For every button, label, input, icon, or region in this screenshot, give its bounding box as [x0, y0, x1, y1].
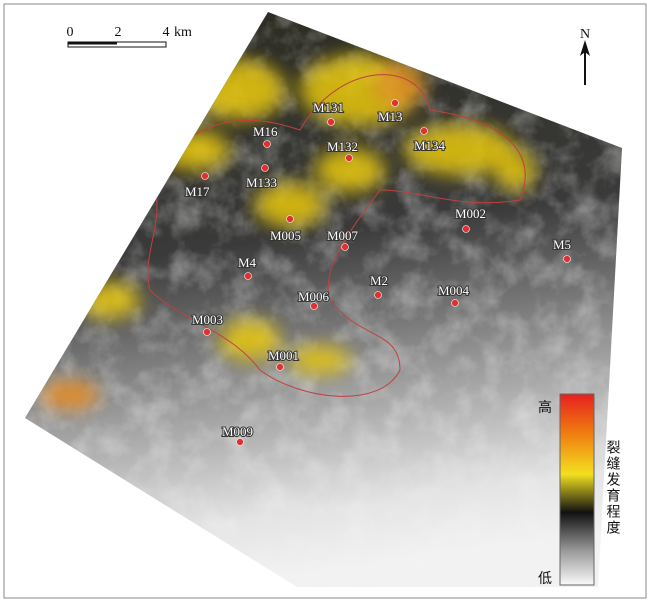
legend-high: 高 — [538, 399, 552, 416]
well-label: M004 — [438, 283, 470, 298]
scale-label: 2 — [115, 25, 122, 40]
well-marker — [374, 291, 382, 299]
well-marker — [286, 215, 294, 223]
north-arrow-head — [580, 40, 590, 56]
well-marker — [263, 140, 271, 148]
well-marker — [391, 99, 399, 107]
scale-bar — [67, 41, 167, 48]
well-label: M132 — [327, 139, 358, 154]
well-label: M005 — [270, 228, 301, 243]
well-marker — [341, 243, 349, 251]
scale-label: 4 — [163, 25, 170, 40]
well-label: M134 — [414, 138, 446, 153]
well-marker — [276, 363, 284, 371]
well-marker — [563, 255, 571, 263]
well-label: M2 — [370, 273, 388, 288]
well-label: M009 — [222, 424, 253, 439]
north-label: N — [580, 27, 590, 42]
scale-label: 0 — [67, 25, 74, 40]
well-label: M133 — [246, 175, 277, 190]
well-label: M007 — [327, 228, 359, 243]
well-marker — [261, 164, 269, 172]
well-marker — [345, 154, 353, 162]
well-label: M131 — [313, 100, 344, 115]
well-marker — [310, 302, 318, 310]
well-label: M001 — [268, 348, 299, 363]
well-marker — [327, 118, 335, 126]
well-label: M006 — [298, 289, 330, 304]
well-label: M17 — [185, 184, 210, 199]
well-marker — [244, 272, 252, 280]
legend-colorbar — [559, 393, 595, 586]
legend-low: 低 — [538, 571, 552, 587]
well-marker — [451, 299, 459, 307]
well-marker — [236, 438, 244, 446]
legend-title: 裂缝发育程度 — [605, 440, 621, 536]
well-label: M13 — [378, 109, 403, 124]
well-marker — [420, 127, 428, 135]
well-marker — [203, 328, 211, 336]
scale-unit: km — [174, 25, 192, 40]
well-label: M16 — [253, 124, 278, 139]
frame — [3, 3, 647, 599]
well-label: M5 — [553, 237, 571, 252]
well-label: M4 — [238, 255, 257, 270]
well-label: M002 — [455, 206, 486, 221]
well-marker — [462, 225, 470, 233]
well-marker — [201, 172, 209, 180]
well-label: M003 — [192, 312, 223, 327]
